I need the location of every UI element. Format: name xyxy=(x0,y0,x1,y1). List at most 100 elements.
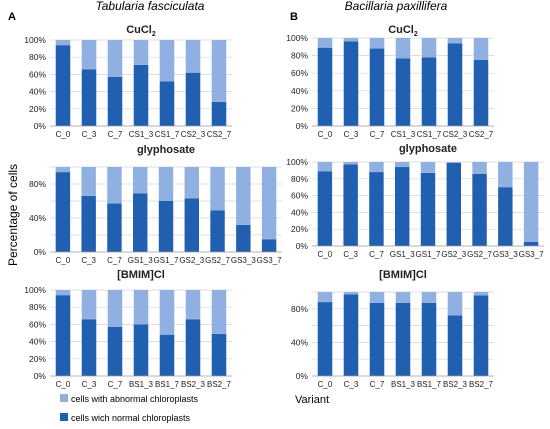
y-tick-label: 40% xyxy=(291,207,308,217)
bar-normal xyxy=(55,295,71,376)
bar-normal xyxy=(395,302,411,376)
bar-normal xyxy=(133,324,149,376)
bar-abnormal xyxy=(107,40,123,77)
bar-normal xyxy=(447,43,463,126)
x-tick-label: C_7 xyxy=(369,250,384,259)
x-tick-label: GS2_7 xyxy=(467,250,492,259)
y-tick-label: 20% xyxy=(29,354,46,364)
bar-abnormal xyxy=(211,40,227,102)
x-tick-label: BS1_7 xyxy=(417,380,442,389)
bar-normal xyxy=(211,333,227,376)
bar-normal xyxy=(317,171,333,246)
y-tick-label: 80% xyxy=(291,174,308,184)
bar-normal xyxy=(421,302,437,376)
bar-normal xyxy=(317,302,333,376)
x-tick-label: GS1_7 xyxy=(154,256,179,265)
bar-abnormal xyxy=(81,40,97,70)
chart-title: CuCl2 xyxy=(388,24,418,38)
bar-normal xyxy=(210,210,225,252)
x-tick-label: C_0 xyxy=(56,256,71,265)
x-tick-label: CS2_7 xyxy=(469,130,494,139)
bar-normal xyxy=(473,295,489,376)
x-tick-label: C_3 xyxy=(82,130,97,139)
y-tick-label: 0% xyxy=(34,371,47,381)
bar-normal xyxy=(472,173,487,246)
x-tick-label: C_3 xyxy=(344,130,359,139)
y-tick-label: 100% xyxy=(286,33,308,43)
y-tick-label: 40% xyxy=(29,337,46,347)
bar-abnormal xyxy=(395,162,410,168)
chart-title: CuCl2 xyxy=(126,24,156,38)
y-tick-label: 40% xyxy=(29,213,46,223)
bar-normal xyxy=(133,64,149,126)
bar-normal xyxy=(81,319,97,376)
bar-abnormal xyxy=(446,162,461,163)
y-tick-label: 80% xyxy=(29,52,46,62)
bar-normal xyxy=(185,319,201,376)
chart-title: glyphosate xyxy=(137,144,195,156)
x-tick-label: GS1_7 xyxy=(416,250,441,259)
bar-abnormal xyxy=(107,290,123,327)
x-tick-label: CS1_7 xyxy=(155,130,180,139)
x-tick-label: CS1_3 xyxy=(129,130,154,139)
x-tick-label: CS2_3 xyxy=(181,130,206,139)
bar-abnormal xyxy=(55,290,71,296)
bar-normal xyxy=(317,47,333,126)
bar-normal xyxy=(421,57,437,126)
bar-abnormal xyxy=(369,292,385,303)
x-tick-label: GS3_3 xyxy=(493,250,518,259)
x-tick-label: C_0 xyxy=(318,130,333,139)
y-tick-label: 0% xyxy=(296,121,309,131)
y-tick-label: 20% xyxy=(29,104,46,114)
x-tick-label: C_0 xyxy=(318,250,333,259)
x-tick-label: C_7 xyxy=(108,130,123,139)
bar-normal xyxy=(369,48,385,127)
bar-normal xyxy=(343,41,359,126)
x-tick-label: BS1_3 xyxy=(391,380,416,389)
x-tick-label: GS1_3 xyxy=(128,256,153,265)
bar-abnormal xyxy=(133,167,148,194)
bar-abnormal xyxy=(523,162,539,242)
bar-abnormal xyxy=(81,167,96,196)
chart-title: [BMIM]Cl xyxy=(379,269,427,281)
bar-abnormal xyxy=(447,292,463,316)
bar-normal xyxy=(159,334,175,376)
bar-abnormal xyxy=(236,167,251,225)
y-tick-label: 0% xyxy=(34,121,47,131)
x-tick-label: C_0 xyxy=(318,380,333,389)
bar-normal xyxy=(343,294,359,376)
y-tick-label: 60% xyxy=(29,319,46,329)
y-tick-label: 40% xyxy=(291,337,308,347)
y-tick-label: 0% xyxy=(296,371,309,381)
bar-abnormal xyxy=(107,167,122,204)
y-tick-label: 80% xyxy=(291,51,308,61)
bar-normal xyxy=(446,162,461,246)
bar-normal xyxy=(211,101,227,126)
bar-abnormal xyxy=(421,38,437,58)
bar-normal xyxy=(81,69,97,126)
bar-normal xyxy=(369,302,385,376)
y-tick-label: 20% xyxy=(291,224,308,234)
bar-abnormal xyxy=(55,40,71,46)
chart-cucl2-tabularia: CuCl2 0% 20% 40% 60% 80% 100% C_0 C_3 C_7 CS1_3 CS1… xyxy=(24,24,232,139)
chart-title: [BMIM]Cl xyxy=(117,269,165,281)
bar-abnormal xyxy=(317,292,333,303)
bar-abnormal xyxy=(158,167,174,201)
x-tick-label: C_0 xyxy=(56,380,71,389)
bar-normal xyxy=(473,60,489,126)
x-tick-label: C_3 xyxy=(81,256,96,265)
bar-abnormal xyxy=(473,292,489,296)
legend-label-normal: cells wich normal chloroplasts xyxy=(71,413,191,423)
panel-letter-b: B xyxy=(290,11,298,23)
bar-abnormal xyxy=(317,162,333,172)
bar-normal xyxy=(55,45,71,126)
y-tick-label: 20% xyxy=(291,103,308,113)
bar-normal xyxy=(395,58,411,126)
bar-abnormal xyxy=(447,38,463,44)
bar-normal xyxy=(498,187,513,246)
x-tick-label: BS2_3 xyxy=(181,380,206,389)
bar-abnormal xyxy=(317,38,333,48)
x-tick-label: BS2_7 xyxy=(207,380,232,389)
